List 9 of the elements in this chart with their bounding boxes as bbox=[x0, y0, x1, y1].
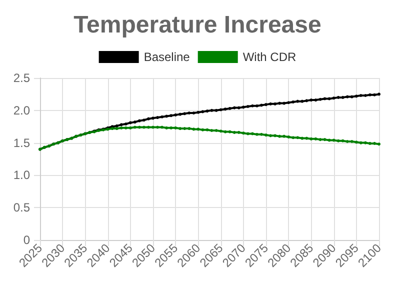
legend-label: With CDR bbox=[242, 50, 297, 64]
y-tick-label: 0 bbox=[23, 233, 30, 247]
chart-title: Temperature Increase bbox=[74, 12, 322, 38]
y-tick-label: 2.0 bbox=[13, 103, 30, 118]
legend-label: Baseline bbox=[144, 50, 190, 64]
y-tick-label: 2.5 bbox=[13, 71, 30, 85]
y-tick-label: 0.5 bbox=[13, 200, 30, 215]
y-tick-label: 1.0 bbox=[13, 168, 30, 182]
y-tick-label: 1.5 bbox=[13, 136, 30, 150]
